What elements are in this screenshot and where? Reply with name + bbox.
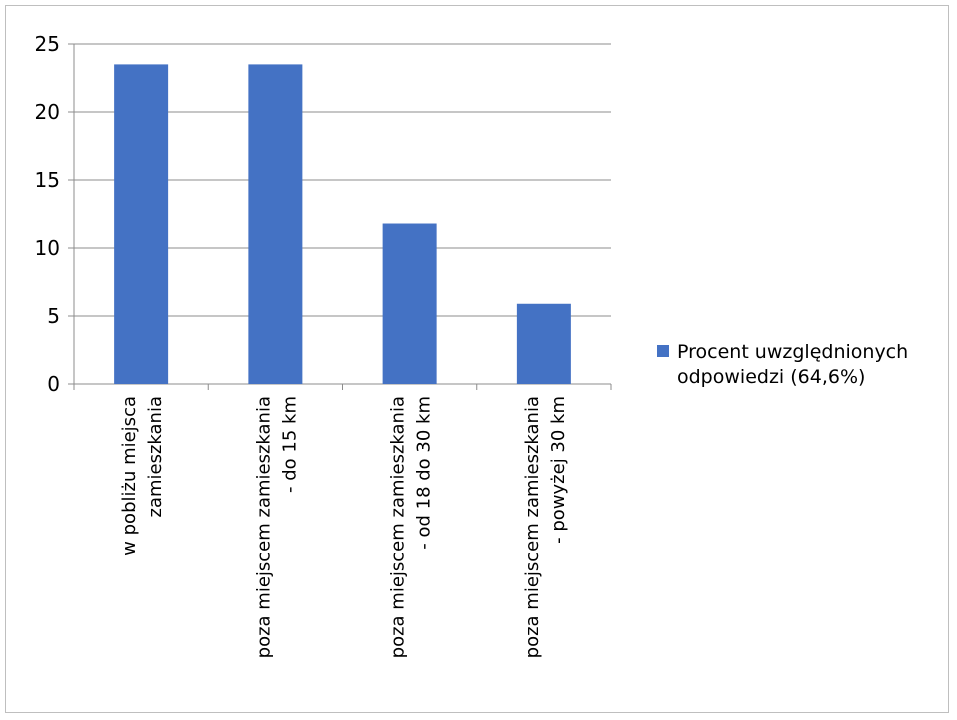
x-category-label: poza miejscem zamieszkania xyxy=(388,396,409,658)
bar xyxy=(382,223,437,384)
y-tick-label: 25 xyxy=(35,32,60,56)
legend-swatch xyxy=(657,345,669,357)
legend-label: odpowiedzi (64,6%) xyxy=(677,366,865,388)
x-category-label: - do 15 km xyxy=(279,396,300,493)
x-category-label: zamieszkania xyxy=(145,396,166,518)
x-category-label: w pobliżu miejsca xyxy=(119,396,140,556)
bar xyxy=(114,64,169,385)
y-tick-label: 5 xyxy=(47,304,60,328)
y-tick-label: 10 xyxy=(35,236,60,260)
x-category-label: poza miejscem zamieszkania xyxy=(522,396,543,658)
x-category-label: - powyżej 30 km xyxy=(548,396,569,544)
legend-label: Procent uwzględnionych xyxy=(677,341,908,363)
bar xyxy=(248,64,303,385)
y-tick-label: 20 xyxy=(35,100,60,124)
y-tick-label: 0 xyxy=(47,372,60,396)
y-tick-label: 15 xyxy=(35,168,60,192)
x-category-label: poza miejscem zamieszkania xyxy=(253,396,274,658)
bar xyxy=(516,303,571,384)
x-category-label: - od 18 do 30 km xyxy=(414,396,435,550)
